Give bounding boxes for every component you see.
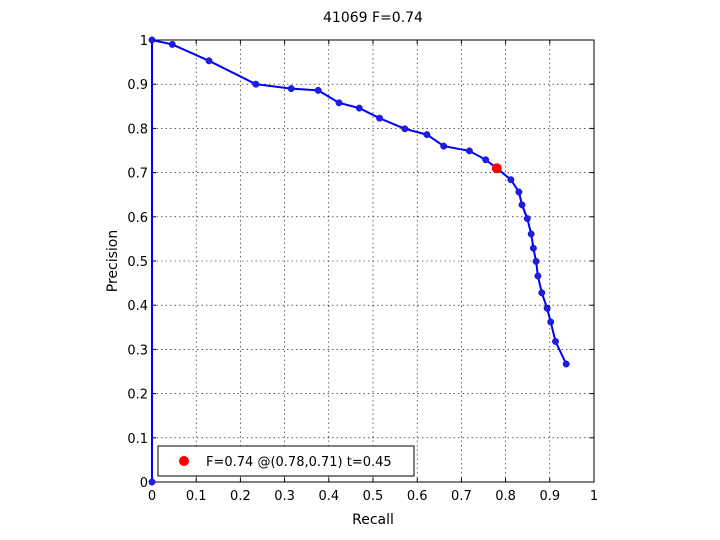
pr-curve-point [440,142,448,150]
x-tick-label: 0.5 [363,489,384,504]
x-tick-label: 0.8 [495,489,516,504]
y-tick-label: 1 [140,34,148,49]
pr-curve-point [252,80,260,88]
pr-curve-point [547,318,555,326]
pr-curve-point [562,360,570,368]
x-tick-label: 0.7 [451,489,472,504]
y-tick-label: 0.7 [127,167,148,182]
legend: F=0.74 @(0.78,0.71) t=0.45 [157,445,415,477]
legend-marker [179,456,189,466]
pr-curve-point [527,230,535,238]
y-tick-label: 0.8 [127,122,148,137]
pr-curve-point [335,99,343,107]
y-tick-label: 0.6 [127,211,148,226]
legend-text: F=0.74 @(0.78,0.71) t=0.45 [206,455,392,470]
pr-curve-point [423,131,431,139]
x-tick-label: 0.6 [407,489,428,504]
x-tick-label: 1 [590,489,598,504]
y-axis-label: Precision [105,230,121,292]
pr-curve-point [529,244,537,252]
pr-curve-point [148,478,156,486]
best-point-layer [491,163,502,174]
pr-curve-point [401,125,409,133]
pr-curve-point [482,156,490,164]
y-tick-label: 0.1 [127,432,148,447]
pr-curve-point [376,114,384,122]
x-tick-label: 0.9 [539,489,560,504]
y-tick-label: 0.3 [127,343,148,358]
pr-curve-point [534,272,542,280]
legend-box [157,445,415,477]
pr-curve-point [205,57,213,65]
pr-curve-point [538,289,546,297]
pr-curve-point [465,147,473,155]
pr-curve-point [148,36,156,44]
grid-lines [152,40,594,482]
pr-curve-point [355,104,363,112]
pr-curve-point [168,40,176,48]
x-tick-label: 0 [148,489,156,504]
pr-curve-point [515,188,523,196]
x-tick-label: 0.4 [318,489,339,504]
pr-curve-point [552,337,559,345]
y-tick-label: 0.9 [127,78,148,93]
axis-ticks: 0 0.1 0.2 0.3 0.4 0.5 0.6 0.7 0.8 0.9 1 0 0.1 0.2 0.3 0… [127,34,598,504]
x-tick-label: 0.3 [274,489,295,504]
pr-curve-point [523,215,531,223]
pr-curve-point [507,176,515,184]
series-curve [148,36,570,486]
pr-curve-point [314,86,322,94]
x-axis-label: Recall [352,512,394,528]
y-tick-label: 0.5 [127,255,148,270]
x-tick-label: 0.2 [230,489,251,504]
y-tick-label: 0.4 [127,299,148,314]
pr-curve-point [518,201,526,209]
best-f-point [491,163,502,174]
y-tick-label: 0 [140,476,148,491]
y-tick-label: 0.2 [127,388,148,403]
chart-title: 41069 F=0.74 [323,10,423,26]
pr-curve-point [287,85,295,93]
pr-curve-point [532,257,540,265]
pr-curve-point [543,304,551,312]
x-tick-label: 0.1 [186,489,207,504]
